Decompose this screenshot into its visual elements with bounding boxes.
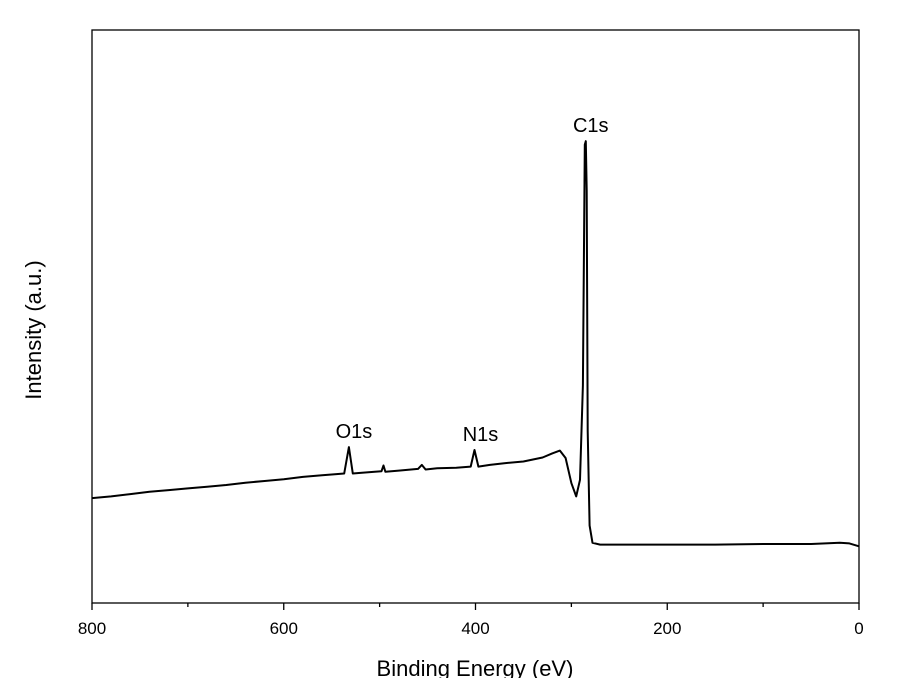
peak-annotations: C1s O1s N1s — [336, 115, 609, 446]
y-axis-title: Intensity (a.u.) — [21, 260, 46, 399]
plot-frame — [91, 29, 860, 604]
x-tick-label: 800 — [78, 619, 106, 638]
spectrum-line — [91, 140, 860, 548]
x-tick-label: 0 — [854, 619, 863, 638]
x-tick-label: 200 — [653, 619, 681, 638]
x-axis-tick-labels: 800 600 400 200 0 — [78, 619, 864, 638]
peak-label-c1s: C1s — [573, 115, 609, 137]
x-tick-label: 600 — [270, 619, 298, 638]
peak-label-o1s: O1s — [336, 421, 373, 443]
x-axis-title: Binding Energy (eV) — [377, 656, 574, 678]
peak-label-n1s: N1s — [463, 424, 499, 446]
x-tick-label: 400 — [461, 619, 489, 638]
x-axis-ticks — [91, 603, 860, 610]
